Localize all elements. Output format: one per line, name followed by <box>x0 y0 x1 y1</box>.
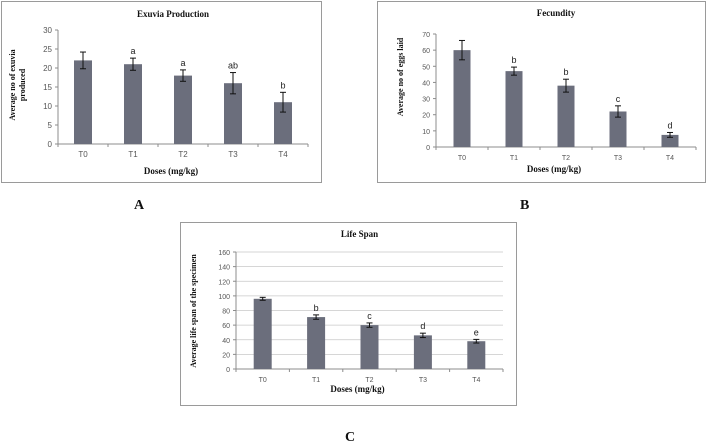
y-tick-label: 160 <box>218 250 230 257</box>
y-tick-label: 0 <box>48 140 53 149</box>
y-tick-label: 80 <box>222 309 230 316</box>
y-tick-label: 50 <box>422 64 430 71</box>
significance-letter: ab <box>228 61 238 71</box>
y-tick-label: 30 <box>422 97 430 104</box>
x-axis-label: Doses (mg/kg) <box>527 164 581 174</box>
y-tick-label: 25 <box>43 45 52 54</box>
y-tick-label: 0 <box>426 145 430 152</box>
significance-letter: a <box>130 46 135 56</box>
y-tick-label: 20 <box>222 352 230 359</box>
significance-letter: c <box>367 311 372 321</box>
y-axis-label: Average no of eggs laid <box>396 37 405 116</box>
bar-t4 <box>661 134 679 147</box>
y-tick-label: 0 <box>226 367 230 374</box>
bar-t0 <box>453 50 471 148</box>
significance-letter: d <box>420 321 425 331</box>
chart-title: Exuvia Production <box>137 9 209 19</box>
x-tick-label: T1 <box>510 155 518 162</box>
significance-letter: b <box>511 55 516 65</box>
chart-title: Life Span <box>341 229 378 239</box>
panel-label-b: B <box>520 198 530 213</box>
y-axis-label: Average no of exuvia <box>8 49 17 120</box>
y-tick-label: 60 <box>422 48 430 55</box>
x-tick-label: T4 <box>666 155 674 162</box>
x-tick-label: T3 <box>614 155 622 162</box>
chart-panel-life-span: 0 20 40 60 80 100 120 140 160 T0 b T1 c T2 d T3 e T4 Life … <box>180 222 517 406</box>
bar-t0 <box>74 60 92 144</box>
y-axis-label-group: Average no of eggs laid <box>396 37 405 116</box>
bar-t4 <box>467 341 486 369</box>
y-tick-label: 140 <box>218 265 230 272</box>
x-tick-label: T3 <box>419 377 427 384</box>
y-tick-label: 120 <box>218 279 230 286</box>
y-tick-label: 20 <box>422 113 430 120</box>
x-tick-label: T4 <box>278 150 288 159</box>
y-tick-label: 40 <box>422 80 430 87</box>
y-axis-label: produced <box>18 68 27 101</box>
significance-letter: b <box>314 303 319 313</box>
significance-letter: c <box>616 94 621 104</box>
y-tick-label: 60 <box>222 323 230 330</box>
significance-letter: a <box>180 58 185 68</box>
y-tick-label: 10 <box>43 102 52 111</box>
x-tick-label: T2 <box>562 155 570 162</box>
bar-t0 <box>253 298 272 369</box>
significance-letter: b <box>280 80 285 90</box>
x-axis-label: Doses (mg/kg) <box>144 166 198 176</box>
x-tick-label: T2 <box>178 150 188 159</box>
bar-t4 <box>274 102 292 144</box>
exuvia-production-chart: 0 5 10 15 20 25 30 T0 a T1 a T2 ab T3 b T4 Exuvia Produc… <box>8 9 309 176</box>
y-tick-label: 30 <box>43 26 52 35</box>
bar-t2 <box>557 85 575 147</box>
x-tick-label: T0 <box>458 155 466 162</box>
y-tick-label: 15 <box>43 83 52 92</box>
significance-letter: e <box>474 327 479 337</box>
y-tick-label: 20 <box>43 64 52 73</box>
y-tick-label: 100 <box>218 294 230 301</box>
bar-t3 <box>224 83 242 144</box>
x-tick-label: T2 <box>365 377 373 384</box>
chart-panel-exuvia-production: 0 5 10 15 20 25 30 T0 a T1 a T2 ab T3 b T4 Exuvia Produc… <box>1 1 322 183</box>
y-tick-label: 5 <box>48 121 53 130</box>
x-axis-label: Doses (mg/kg) <box>330 384 384 394</box>
bar-t1 <box>505 71 523 147</box>
fecundity-chart: 0 10 20 30 40 50 60 70 T0 b T1 b T2 c T3 d T4 Fecundity Do… <box>396 8 697 174</box>
y-axis-label-group: Average life span of the specimen <box>189 254 198 368</box>
significance-letter: d <box>667 120 672 130</box>
x-tick-label: T0 <box>78 150 88 159</box>
bar-t1 <box>124 64 142 144</box>
y-tick-label: 40 <box>222 338 230 345</box>
bar-t3 <box>609 111 627 147</box>
bar-t2 <box>174 75 192 144</box>
significance-letter: b <box>563 67 568 77</box>
x-tick-label: T0 <box>259 377 267 384</box>
y-tick-label: 10 <box>422 129 430 136</box>
bar-t1 <box>307 317 326 369</box>
life-span-chart: 0 20 40 60 80 100 120 140 160 T0 b T1 c T2 d T3 e T4 Life … <box>189 229 504 394</box>
x-tick-label: T3 <box>228 150 238 159</box>
bar-t3 <box>413 335 432 369</box>
panel-label-c: C <box>345 430 356 445</box>
x-tick-label: T1 <box>312 377 320 384</box>
x-tick-label: T4 <box>472 377 480 384</box>
x-tick-label: T1 <box>128 150 138 159</box>
y-axis-label: Average life span of the specimen <box>189 254 198 368</box>
y-axis-label-group: Average no of exuvia produced <box>8 49 27 120</box>
panel-label-a: A <box>134 198 145 213</box>
chart-panel-fecundity: 0 10 20 30 40 50 60 70 T0 b T1 b T2 c T3 d T4 Fecundity Do… <box>377 1 706 183</box>
y-tick-label: 70 <box>422 32 430 39</box>
bar-t2 <box>360 325 379 369</box>
chart-title: Fecundity <box>537 8 576 18</box>
